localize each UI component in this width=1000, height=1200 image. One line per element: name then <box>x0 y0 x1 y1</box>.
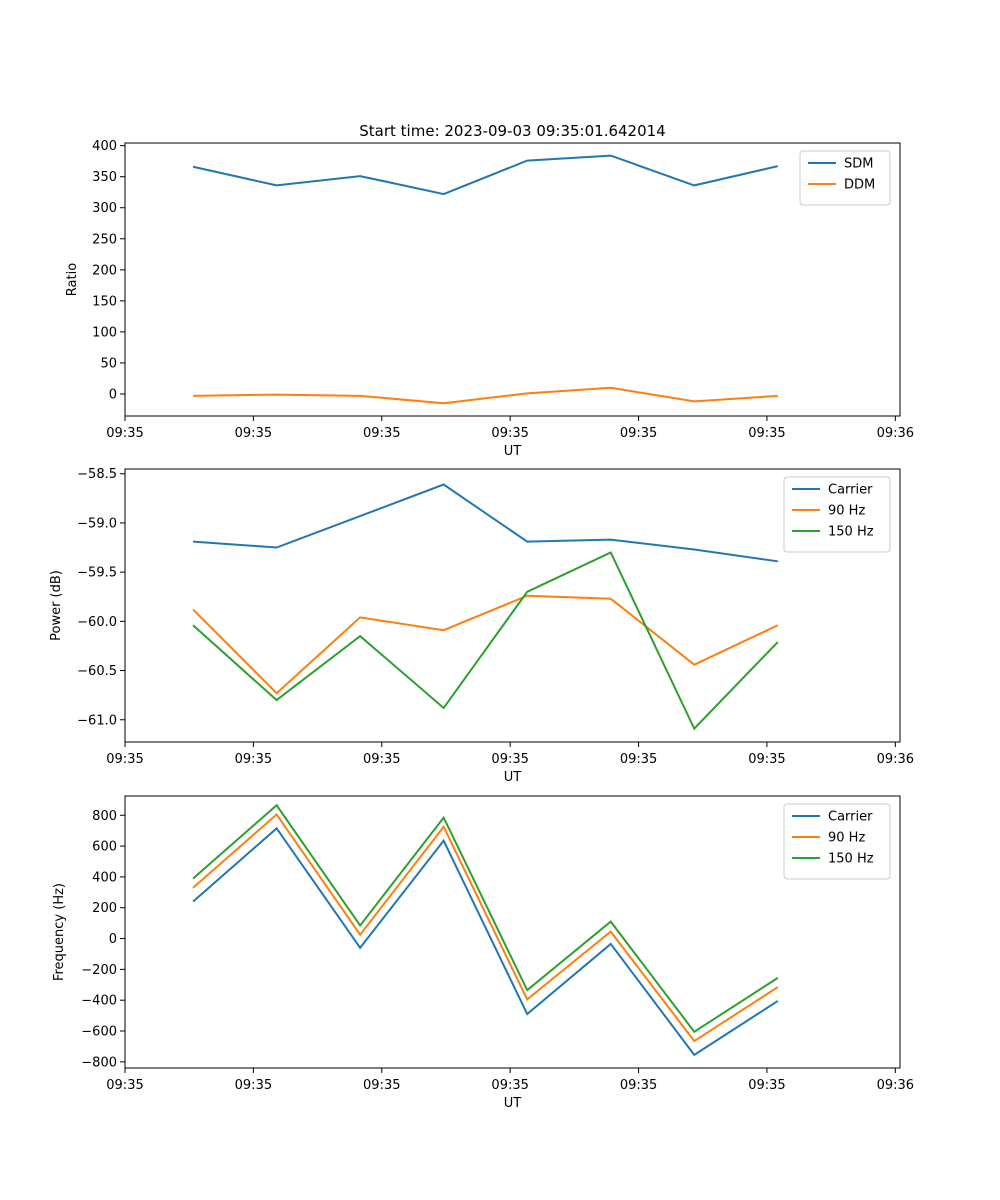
y-tick-label: 600 <box>92 840 117 855</box>
legend: Carrier 90 Hz 150 Hz <box>783 803 891 880</box>
series-line-sdm <box>192 154 779 196</box>
y-tick-label: 250 <box>92 232 117 247</box>
series-line-150-hz <box>192 551 779 731</box>
legend-label: 90 Hz <box>828 831 865 846</box>
x-tick-label: 09:35 <box>363 426 400 441</box>
plot-3: 09:35 09:35 09:35 09:35 09:35 09:35 09:36 −800 −… <box>52 795 914 1111</box>
y-tick-label: 400 <box>92 139 117 154</box>
figure-title: Start time: 2023-09-03 09:35:01.642014 <box>359 122 665 140</box>
legend-label: 90 Hz <box>828 504 865 519</box>
y-tick-label: 150 <box>92 294 117 309</box>
x-tick-label: 09:35 <box>106 1078 143 1093</box>
x-axis-label: UT <box>504 444 522 459</box>
legend-label: SDM <box>844 157 873 172</box>
x-tick-label: 09:35 <box>491 752 528 767</box>
y-tick-label: 800 <box>92 809 117 824</box>
x-tick-label: 09:35 <box>106 426 143 441</box>
series-line-carrier <box>193 483 778 563</box>
x-tick-label: 09:35 <box>363 752 400 767</box>
y-axis-label: Frequency (Hz) <box>52 883 67 981</box>
x-tick-label: 09:35 <box>235 1078 272 1093</box>
y-tick-label: 200 <box>92 901 117 916</box>
y-axis-label: Ratio <box>65 263 80 296</box>
y-tick-label: −800 <box>81 1055 117 1070</box>
legend-frame <box>783 476 891 553</box>
y-tick-label: 0 <box>109 387 117 402</box>
plot-2: 09:35 09:35 09:35 09:35 09:35 09:35 09:36 −61.0… <box>49 467 914 785</box>
legend: Carrier 90 Hz 150 Hz <box>783 476 891 553</box>
series-line-carrier <box>192 826 779 1057</box>
y-tick-label: 400 <box>92 870 117 885</box>
series-line-90-hz <box>192 813 779 1043</box>
x-tick-label: 09:35 <box>748 752 785 767</box>
x-tick-label: 09:35 <box>235 426 272 441</box>
y-tick-label: −60.0 <box>77 615 117 630</box>
y-tick-label: −59.5 <box>77 566 117 581</box>
legend-frame <box>799 150 891 206</box>
x-tick-label: 09:36 <box>877 752 914 767</box>
y-tick-label: −60.5 <box>77 664 117 679</box>
legend-label: Carrier <box>828 483 873 498</box>
x-tick-label: 09:35 <box>620 752 657 767</box>
x-tick-label: 09:35 <box>491 426 528 441</box>
series-line-ddm <box>193 386 778 405</box>
y-tick-label: −58.5 <box>77 467 117 482</box>
x-tick-label: 09:35 <box>363 1078 400 1093</box>
y-tick-label: −400 <box>81 994 117 1009</box>
series-line-150-hz <box>192 803 779 1034</box>
legend-frame <box>783 803 891 880</box>
y-tick-label: 200 <box>92 263 117 278</box>
y-tick-label: 100 <box>92 325 117 340</box>
legend-label: 150 Hz <box>828 852 874 867</box>
x-tick-label: 09:36 <box>877 426 914 441</box>
x-tick-label: 09:35 <box>235 752 272 767</box>
legend-label: Carrier <box>828 810 873 825</box>
x-tick-label: 09:35 <box>620 426 657 441</box>
x-tick-label: 09:35 <box>620 1078 657 1093</box>
y-tick-label: 350 <box>92 170 117 185</box>
axes-frame <box>124 795 901 1069</box>
axes-frame <box>124 142 901 417</box>
x-axis-label: UT <box>504 1096 522 1111</box>
y-tick-label: 0 <box>109 932 117 947</box>
series-line-90-hz <box>192 594 779 695</box>
axes-frame <box>124 468 901 743</box>
x-tick-label: 09:35 <box>106 752 143 767</box>
y-tick-label: −59.0 <box>77 516 117 531</box>
y-axis-label: Power (dB) <box>49 570 64 641</box>
x-tick-label: 09:35 <box>491 1078 528 1093</box>
y-tick-label: −200 <box>81 963 117 978</box>
x-tick-label: 09:36 <box>877 1078 914 1093</box>
legend: SDM DDM <box>799 150 891 206</box>
x-axis-label: UT <box>504 770 522 785</box>
x-tick-label: 09:35 <box>748 1078 785 1093</box>
y-tick-label: 50 <box>100 356 117 371</box>
y-tick-label: 300 <box>92 201 117 216</box>
y-tick-label: −600 <box>81 1025 117 1040</box>
x-tick-label: 09:35 <box>748 426 785 441</box>
plot-1: 09:35 09:35 09:35 09:35 09:35 09:35 09:36 0 50 10… <box>65 139 914 459</box>
legend-label: DDM <box>844 178 875 193</box>
y-tick-label: −61.0 <box>77 713 117 728</box>
legend-label: 150 Hz <box>828 525 874 540</box>
